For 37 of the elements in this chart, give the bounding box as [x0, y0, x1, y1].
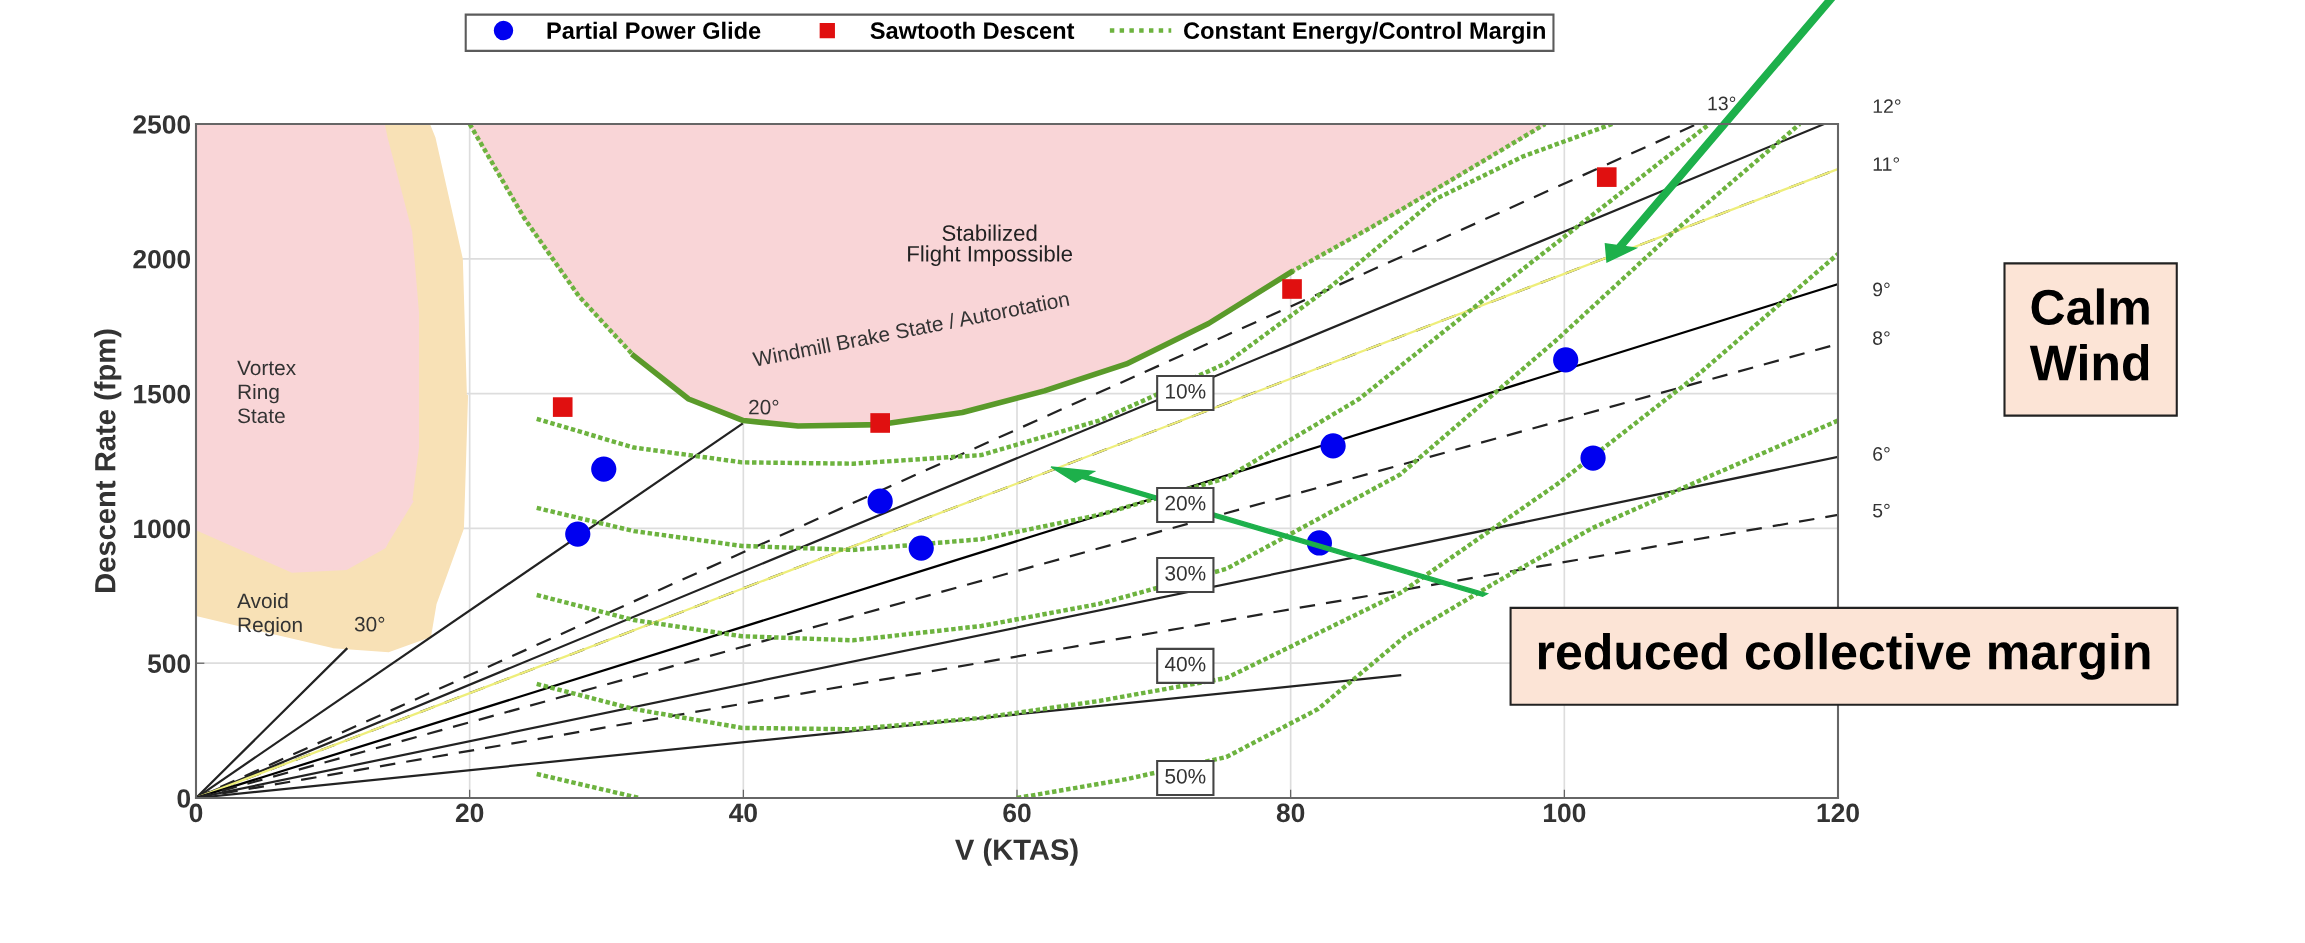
y-axis-title: Descent Rate (fpm): [94, 329, 122, 592]
annotation: 30°: [354, 616, 385, 632]
y-tick-label: 0: [177, 789, 191, 808]
annotation: Avoid Region: [237, 592, 302, 637]
text: 8°: [1873, 331, 1890, 345]
text: 9°: [1873, 282, 1890, 297]
text: 12°: [1873, 99, 1901, 113]
y-tick-label: 2000: [133, 249, 191, 269]
annotation: reduced collective margin: [1538, 632, 2150, 680]
x-axis-title: V (KTAS): [955, 838, 1078, 866]
annotation: 10%: [1166, 383, 1206, 399]
annotation: Windmill Brake State / Autorotation: [751, 290, 1070, 367]
y-tick-label: 500: [147, 654, 191, 674]
text: 11°: [1873, 157, 1900, 171]
x-tick-label: 40: [729, 803, 757, 823]
y-tick-label: 1000: [134, 519, 191, 539]
legend-label: Partial Power Glide: [547, 21, 761, 40]
text: 6°: [1873, 447, 1890, 461]
y-tick-label: 2500: [133, 115, 191, 134]
annotation: 40%: [1164, 656, 1206, 672]
text: 5°: [1872, 503, 1890, 518]
legend-label: Constant Energy/Control Margin: [1184, 21, 1545, 44]
x-tick-label: 120: [1817, 803, 1859, 823]
text: Calm Wind: [2029, 288, 2149, 381]
annotation: 20%: [1165, 495, 1206, 511]
legend-label: Sawtooth Descent: [870, 21, 1075, 40]
annotation: 50%: [1165, 768, 1206, 784]
annotation: 20°: [749, 399, 779, 415]
y-tick-label: 1500: [134, 384, 191, 404]
x-tick-label: 20: [455, 803, 484, 823]
annotation: Stabilized Flight Impossible: [908, 224, 1073, 267]
x-tick-label: 100: [1543, 803, 1586, 823]
text: 13°: [1708, 96, 1736, 111]
x-tick-label: 80: [1276, 803, 1305, 823]
annotation: 30%: [1165, 565, 1206, 581]
x-tick-label: 60: [1003, 803, 1031, 823]
annotation: Vortex Ring State: [237, 360, 296, 424]
